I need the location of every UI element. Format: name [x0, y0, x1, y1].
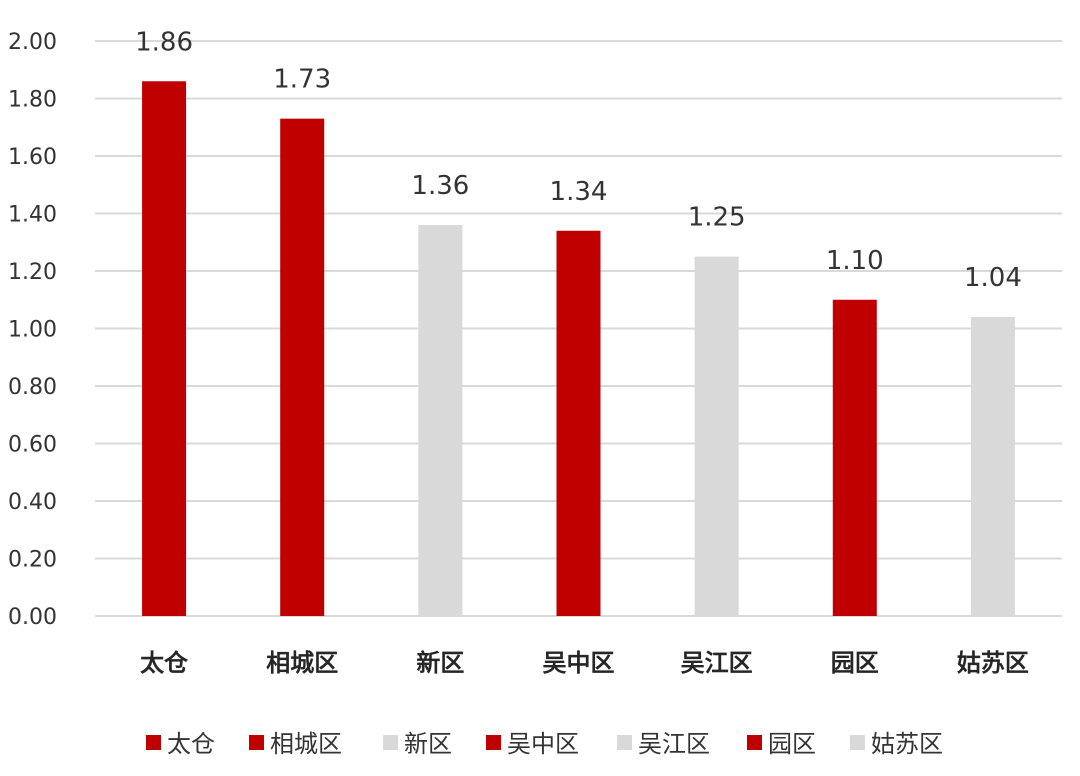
- y-tick-label: 1.40: [8, 203, 57, 228]
- y-tick-label: 1.60: [8, 145, 57, 170]
- x-axis: 太仓 相城区 新区 吴中区 吴江区 园区 姑苏区: [140, 649, 1029, 677]
- legend-swatch: [617, 735, 632, 750]
- legend-label: 新区: [404, 730, 452, 758]
- legend-label: 姑苏区: [871, 730, 943, 758]
- legend-swatch: [249, 735, 264, 750]
- bar-7: [970, 317, 1015, 616]
- x-tick-label: 相城区: [266, 649, 338, 677]
- x-tick-label: 吴江区: [681, 649, 753, 677]
- x-tick-label: 太仓: [140, 649, 189, 677]
- legend-label: 吴中区: [507, 730, 579, 758]
- y-tick-label: 1.00: [8, 318, 57, 343]
- bar-4: [556, 230, 601, 616]
- x-tick-label: 姑苏区: [957, 649, 1029, 677]
- data-label-3: 1.36: [411, 171, 469, 201]
- bar-3: [418, 225, 463, 616]
- legend-label: 园区: [768, 730, 816, 758]
- y-tick-label: 1.80: [8, 88, 57, 113]
- legend-swatch: [146, 735, 161, 750]
- data-label-7: 1.04: [964, 263, 1022, 293]
- y-tick-label: 0.00: [8, 605, 57, 630]
- legend-label: 吴江区: [638, 730, 710, 758]
- legend-swatch: [383, 735, 398, 750]
- legend-swatch: [850, 735, 865, 750]
- x-tick-label: 园区: [831, 649, 879, 677]
- bar-5: [694, 256, 739, 616]
- y-tick-label: 2.00: [8, 30, 57, 55]
- data-label-5: 1.25: [688, 203, 746, 233]
- legend-label: 太仓: [167, 730, 215, 758]
- bar-6: [832, 299, 877, 616]
- bar-1: [142, 81, 187, 616]
- data-label-2: 1.73: [273, 65, 331, 95]
- data-labels: 1.86 1.73 1.36 1.34 1.25 1.10 1.04: [135, 27, 1022, 293]
- legend-label: 相城区: [270, 730, 342, 758]
- x-tick-label: 吴中区: [543, 649, 615, 677]
- data-label-1: 1.86: [135, 27, 193, 57]
- bar-2: [280, 118, 325, 616]
- legend-swatch: [747, 735, 762, 750]
- data-label-4: 1.34: [550, 177, 608, 207]
- y-tick-label: 0.40: [8, 490, 57, 515]
- y-tick-label: 0.20: [8, 548, 57, 573]
- bars: [142, 81, 1015, 616]
- y-tick-label: 0.80: [8, 375, 57, 400]
- y-tick-label: 0.60: [8, 433, 57, 458]
- y-axis: 0.00 0.20 0.40 0.60 0.80 1.00 1.20 1.40 1.60 1.80…: [8, 30, 57, 630]
- y-tick-label: 1.20: [8, 260, 57, 285]
- legend-swatch: [486, 735, 501, 750]
- x-tick-label: 新区: [416, 649, 464, 677]
- legend: 太仓 相城区 新区 吴中区 吴江区 园区 姑苏区: [146, 730, 943, 758]
- data-label-6: 1.10: [826, 246, 884, 276]
